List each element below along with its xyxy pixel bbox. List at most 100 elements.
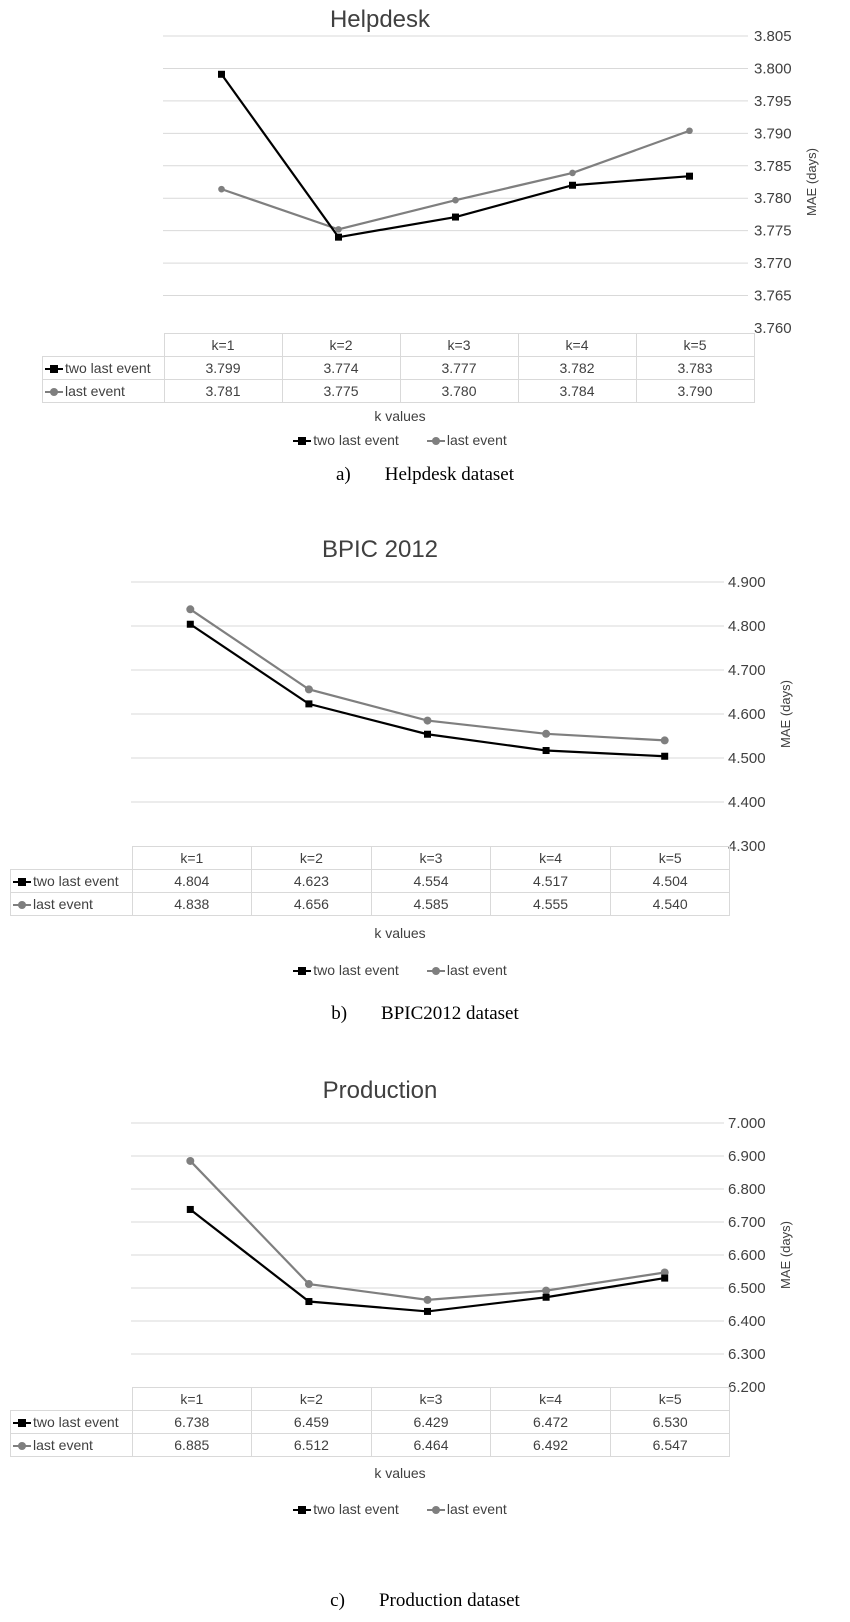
data-point: [686, 127, 693, 135]
legend-label: two last event: [313, 962, 399, 978]
legend-entry: two last event: [293, 1501, 399, 1517]
data-label: 3.781: [163, 379, 283, 403]
series-row-header: two last event: [10, 869, 133, 893]
data-point: [452, 213, 459, 221]
legend-entry: two last event: [293, 962, 399, 978]
y-axis-label: MAE (days): [778, 1221, 793, 1289]
legend: two last event last event: [40, 432, 760, 448]
category-label: k=4: [517, 333, 637, 357]
series-row-header: last event: [10, 892, 133, 916]
legend-key-icon: [13, 1418, 31, 1428]
table-row: last event 3.781 3.775 3.780 3.784 3.790: [42, 379, 755, 403]
legend-entry: last event: [426, 432, 507, 448]
data-label: 6.459: [251, 1410, 372, 1434]
category-label: k=2: [251, 846, 372, 870]
category-label: k=3: [399, 333, 519, 357]
category-label: k=2: [251, 1387, 372, 1411]
legend-label: two last event: [313, 432, 399, 448]
y-tick-label: 3.800: [754, 60, 792, 77]
legend-entry: last event: [426, 1501, 507, 1517]
data-label: 4.504: [609, 869, 731, 893]
y-tick-label: 4.500: [728, 750, 766, 767]
category-label: k=1: [131, 1387, 253, 1411]
data-point: [186, 620, 194, 628]
y-tick-label: 6.200: [728, 1379, 766, 1396]
data-point: [304, 685, 313, 694]
table-row: two last event 3.799 3.774 3.777 3.782 3.783: [42, 356, 755, 380]
y-axis-label: MAE (days): [804, 148, 819, 216]
data-label: 3.790: [635, 379, 755, 403]
data-point: [660, 1268, 669, 1277]
legend-entry: last event: [426, 962, 507, 978]
y-axis-label: MAE (days): [778, 680, 793, 748]
category-label: k=4: [490, 1387, 611, 1411]
chart-title: BPIC 2012: [321, 536, 439, 563]
y-tick-label: 4.700: [728, 662, 766, 679]
data-label: 6.472: [490, 1410, 611, 1434]
y-tick-label: 3.765: [754, 288, 792, 305]
data-point: [423, 716, 432, 725]
legend-key-icon: [293, 966, 312, 976]
data-point: [452, 196, 459, 204]
legend-key-icon: [426, 966, 445, 976]
data-label: 3.777: [399, 356, 519, 380]
data-label: 4.540: [609, 892, 731, 916]
series-row-header: two last event: [42, 356, 165, 380]
legend-label: last event: [446, 432, 507, 448]
data-point: [218, 185, 225, 193]
caption-text: BPIC2012 dataset: [381, 1003, 519, 1024]
data-label: 3.780: [399, 379, 519, 403]
data-label: 6.492: [490, 1433, 611, 1457]
data-point: [660, 736, 669, 745]
table-corner: [10, 846, 133, 870]
y-tick-label: 3.775: [754, 223, 792, 240]
series-name: last event: [33, 1437, 93, 1453]
series-row-header: last event: [10, 1433, 133, 1457]
data-point: [542, 1293, 550, 1301]
data-point: [424, 1307, 431, 1315]
category-label: k=5: [609, 1387, 731, 1411]
y-tick-label: 6.900: [728, 1148, 766, 1165]
caption-text: Production dataset: [378, 1590, 520, 1611]
table-corner: [42, 333, 165, 357]
data-point: [186, 1156, 195, 1165]
data-point: [661, 752, 669, 760]
series-name: two last event: [33, 873, 119, 889]
legend-key-icon: [13, 877, 31, 887]
table-row: two last event 6.738 6.459 6.429 6.472 6.530: [10, 1410, 731, 1434]
plot-area: 4.300 4.400 4.500 4.600 4.700 4.800 4.900 MAE (…: [131, 574, 793, 855]
y-tick-label: 3.805: [754, 28, 792, 45]
y-tick-label: 6.500: [728, 1280, 766, 1297]
data-point: [661, 1274, 669, 1282]
data-point: [569, 181, 576, 189]
y-tick-label: 3.790: [754, 125, 792, 142]
data-point: [218, 70, 225, 78]
y-tick-label: 6.600: [728, 1247, 766, 1264]
series-name: last event: [65, 383, 125, 399]
y-tick-label: 4.600: [728, 706, 766, 723]
data-label: 4.554: [370, 869, 492, 893]
data-point: [424, 730, 431, 738]
y-tick-label: 6.400: [728, 1313, 766, 1330]
chart-title: Production: [322, 1077, 438, 1104]
figure-caption: a) Helpdesk dataset: [0, 464, 850, 486]
data-label: 4.623: [251, 869, 372, 893]
legend-key-icon: [13, 900, 31, 910]
category-label: k=1: [131, 846, 253, 870]
caption-letter: c): [330, 1590, 345, 1611]
data-point: [305, 700, 313, 708]
y-tick-label: 3.780: [754, 190, 792, 207]
series-name: two last event: [65, 360, 151, 376]
y-tick-label: 7.000: [728, 1115, 766, 1132]
y-tick-label: 3.785: [754, 158, 792, 175]
series-row-header: last event: [42, 379, 165, 403]
y-tick-label: 4.400: [728, 794, 766, 811]
data-label: 6.738: [131, 1410, 253, 1434]
x-axis-label: k values: [374, 925, 426, 941]
data-point: [423, 1295, 432, 1304]
x-axis-label: k values: [374, 408, 426, 424]
category-label: k=1: [163, 333, 283, 357]
legend-key-icon: [426, 1505, 445, 1515]
caption-letter: a): [335, 464, 351, 485]
y-tick-label: 6.300: [728, 1346, 766, 1363]
